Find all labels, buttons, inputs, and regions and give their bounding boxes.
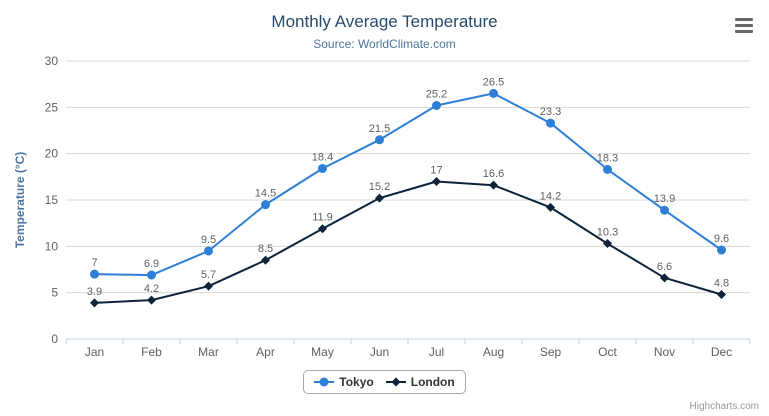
credits-link[interactable]: Highcharts.com: [689, 401, 759, 412]
legend-marker-diamond-icon: [385, 377, 406, 387]
data-label: 6.9: [144, 258, 159, 270]
y-axis-tick-label: 10: [45, 239, 59, 253]
chart-title: Monthly Average Temperature: [271, 12, 498, 31]
data-point-tokyo[interactable]: [717, 245, 726, 255]
data-label: 10.3: [597, 227, 618, 239]
data-label: 21.5: [369, 123, 390, 135]
data-label: 5.7: [201, 269, 216, 281]
x-axis-label: Dec: [711, 345, 732, 359]
data-point-london[interactable]: [717, 290, 726, 300]
x-axis-label: Aug: [483, 345, 504, 359]
data-label: 13.9: [654, 193, 675, 205]
data-label: 7: [91, 257, 97, 269]
data-point-tokyo[interactable]: [546, 118, 555, 128]
data-label: 17: [430, 164, 442, 176]
data-point-tokyo[interactable]: [90, 269, 99, 279]
data-label: 4.2: [144, 283, 159, 295]
data-point-tokyo[interactable]: [318, 163, 327, 173]
data-label: 9.6: [714, 233, 729, 245]
data-label: 25.2: [426, 88, 447, 100]
data-point-london[interactable]: [147, 295, 156, 305]
y-axis-title: Temperature (°C): [13, 152, 27, 249]
y-axis-tick-label: 20: [45, 147, 59, 161]
y-axis-tick-label: 15: [45, 193, 59, 207]
x-axis-label: Jan: [85, 345, 104, 359]
data-label: 4.8: [714, 278, 729, 290]
data-point-tokyo[interactable]: [261, 200, 270, 210]
data-point-london[interactable]: [603, 239, 612, 249]
export-menu-button[interactable]: [731, 12, 757, 38]
data-point-tokyo[interactable]: [147, 270, 156, 280]
data-label: 16.6: [483, 168, 504, 180]
data-label: 8.5: [258, 243, 273, 255]
data-point-tokyo[interactable]: [603, 164, 612, 174]
legend-box: Tokyo London: [303, 370, 466, 394]
data-label: 6.6: [657, 261, 672, 273]
data-label: 18.3: [597, 152, 618, 164]
x-axis-label: Jul: [429, 345, 444, 359]
x-axis-label: Jun: [370, 345, 389, 359]
x-axis-label: May: [311, 345, 334, 359]
x-axis-label: Nov: [654, 345, 675, 359]
y-axis-tick-label: 25: [45, 100, 59, 114]
data-point-london[interactable]: [546, 202, 555, 212]
data-point-london[interactable]: [489, 180, 498, 190]
data-point-london[interactable]: [261, 255, 270, 265]
data-label: 11.9: [312, 212, 333, 224]
data-point-london[interactable]: [432, 176, 441, 186]
legend: Tokyo London: [0, 370, 769, 394]
chart-subtitle: Source: WorldClimate.com: [313, 37, 456, 51]
legend-item-london[interactable]: London: [385, 375, 455, 389]
data-label: 18.4: [312, 151, 333, 163]
x-axis-label: Mar: [198, 345, 219, 359]
x-axis-label: Apr: [256, 345, 275, 359]
data-point-tokyo[interactable]: [660, 205, 669, 215]
data-point-london[interactable]: [204, 281, 213, 291]
data-point-tokyo[interactable]: [489, 88, 498, 98]
hamburger-icon: [735, 17, 753, 33]
data-label: 14.2: [540, 190, 561, 202]
x-axis-label: Sep: [540, 345, 562, 359]
x-axis-label: Feb: [141, 345, 162, 359]
legend-marker-circle-icon: [314, 377, 335, 387]
y-axis-tick-label: 30: [45, 54, 59, 68]
data-point-london[interactable]: [660, 273, 669, 283]
data-label: 3.9: [87, 286, 102, 298]
y-axis-tick-label: 0: [51, 332, 58, 346]
legend-item-label: London: [410, 375, 455, 389]
series-line-tokyo: [93, 92, 723, 277]
data-label: 9.5: [201, 234, 216, 246]
legend-item-tokyo[interactable]: Tokyo: [314, 375, 374, 389]
y-axis-tick-label: 5: [51, 286, 58, 300]
data-point-tokyo[interactable]: [204, 246, 213, 256]
data-point-london[interactable]: [318, 224, 327, 234]
x-axis-label: Oct: [598, 345, 617, 359]
data-label: 26.5: [483, 76, 504, 88]
data-label: 15.2: [369, 181, 390, 193]
data-label: 14.5: [255, 188, 276, 200]
legend-item-label: Tokyo: [339, 375, 374, 389]
data-point-tokyo[interactable]: [375, 135, 384, 145]
data-point-tokyo[interactable]: [432, 100, 441, 110]
data-label: 23.3: [540, 106, 561, 118]
data-point-london[interactable]: [90, 298, 99, 308]
series-line-london: [93, 180, 723, 304]
data-point-london[interactable]: [375, 193, 384, 203]
